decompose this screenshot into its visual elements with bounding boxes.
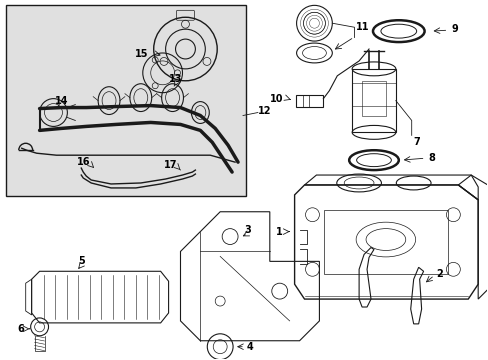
Text: 3: 3 <box>244 225 251 235</box>
Bar <box>351 69 395 132</box>
Text: 14: 14 <box>55 96 68 105</box>
Text: 4: 4 <box>246 342 253 352</box>
Bar <box>6 5 245 196</box>
Text: 5: 5 <box>78 256 84 266</box>
Text: 9: 9 <box>450 24 457 34</box>
Text: 15: 15 <box>135 49 148 59</box>
Text: 12: 12 <box>257 105 271 116</box>
Text: 13: 13 <box>168 74 182 84</box>
Text: 16: 16 <box>76 157 90 167</box>
Text: 11: 11 <box>355 22 369 32</box>
Text: 1: 1 <box>275 226 282 237</box>
Bar <box>295 95 323 107</box>
Bar <box>361 81 385 117</box>
Text: 17: 17 <box>163 160 177 170</box>
Text: 10: 10 <box>270 94 283 104</box>
Text: 2: 2 <box>436 269 442 279</box>
Text: 7: 7 <box>413 137 420 147</box>
Text: 6: 6 <box>17 324 24 334</box>
Text: 8: 8 <box>427 153 434 163</box>
